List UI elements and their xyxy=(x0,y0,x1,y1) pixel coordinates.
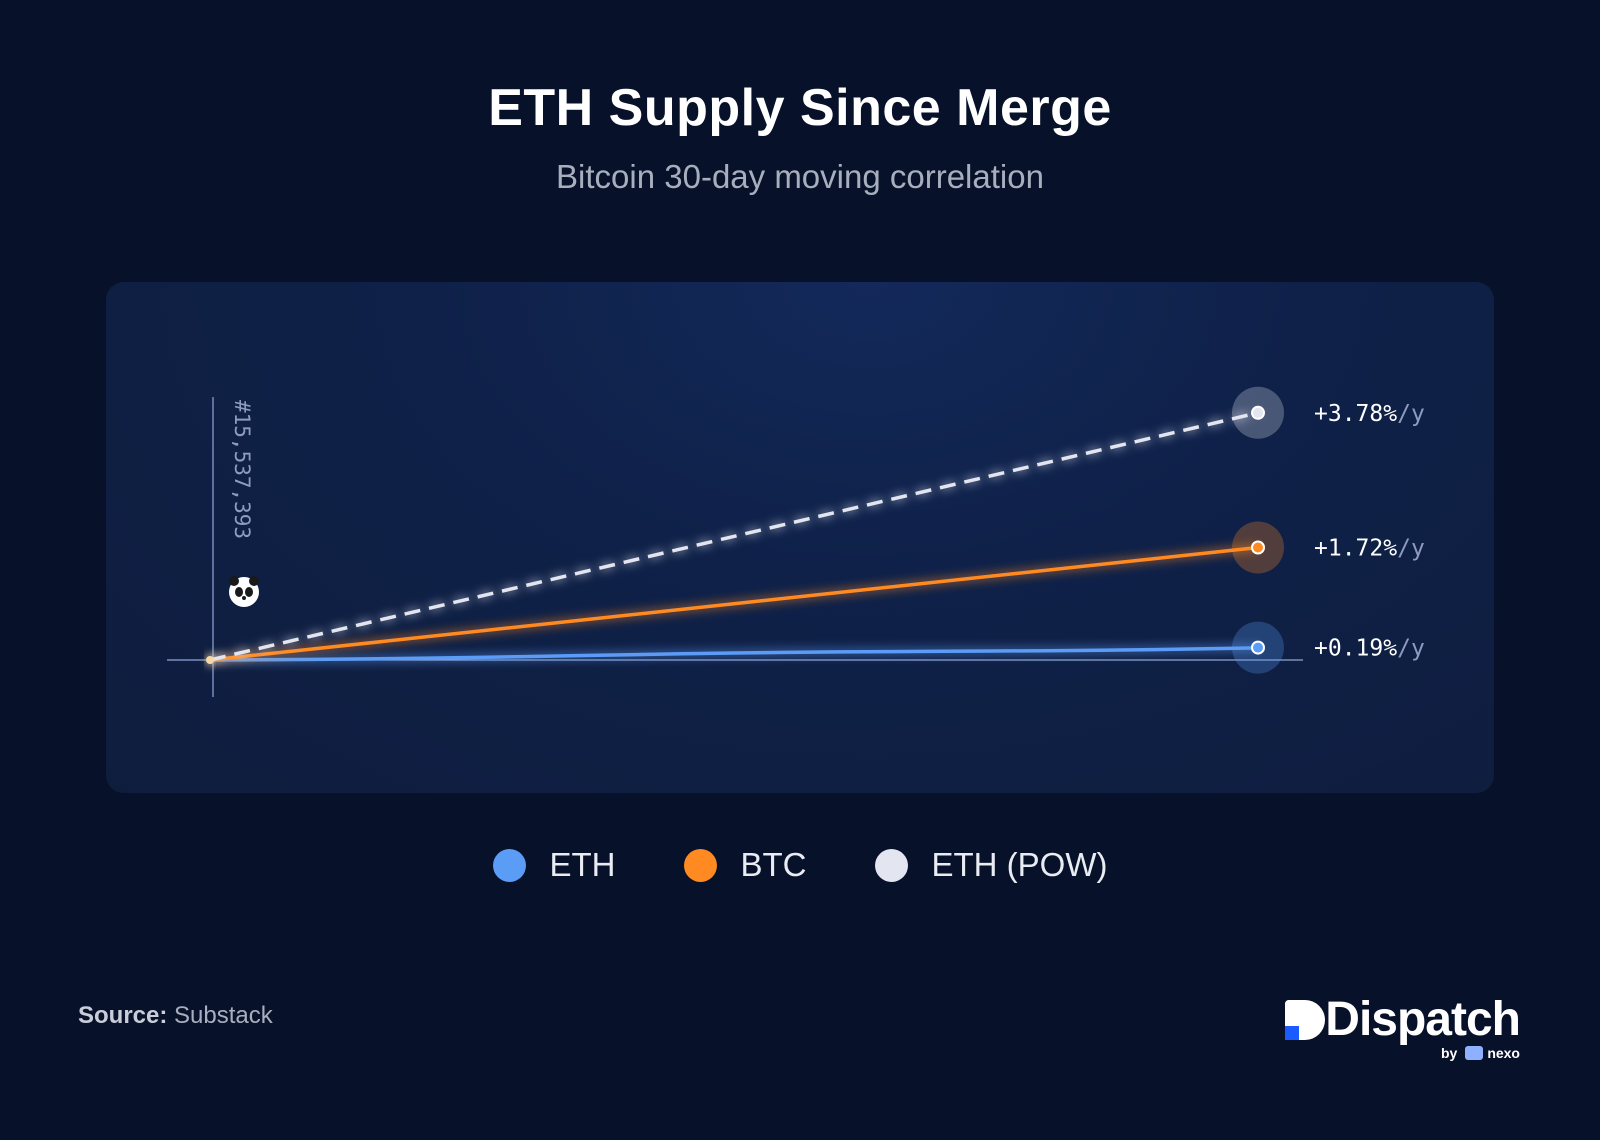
legend-label-btc: BTC xyxy=(740,846,807,883)
source-prefix: Source: xyxy=(78,1002,168,1029)
legend-item-eth-pow: ETH (POW) xyxy=(874,846,1108,884)
series-end-label-btc: +1.72%/y xyxy=(1314,536,1425,562)
legend-swatch-btc xyxy=(683,848,717,882)
legend-swatch-eth xyxy=(492,848,526,882)
start-marker-label: #15,537,393 xyxy=(230,400,254,539)
byline-by: by xyxy=(1440,1045,1458,1061)
nexo-byline: by nexo xyxy=(1441,1045,1520,1061)
source-note: Source: Substack xyxy=(78,1002,273,1030)
panda-icon xyxy=(229,576,259,607)
chart-legend: ETH BTC ETH (POW) xyxy=(0,846,1600,884)
series-end-label-eth-pow: +3.78%/y xyxy=(1314,401,1425,427)
legend-label-eth: ETH xyxy=(549,846,616,883)
series-end-point-eth-pow xyxy=(1251,405,1265,420)
dispatch-logo-mark-icon xyxy=(1285,1000,1325,1040)
series-line-btc xyxy=(209,545,1259,662)
byline-partner: nexo xyxy=(1487,1045,1520,1061)
series-line-eth-pow xyxy=(209,411,1259,662)
legend-swatch-eth-pow xyxy=(874,848,908,882)
origin-point xyxy=(206,656,214,664)
legend-label-eth-pow: ETH (POW) xyxy=(931,846,1108,883)
chart-panel xyxy=(106,282,1494,793)
dispatch-wordmark: Dispatch xyxy=(1325,993,1521,1046)
series-end-label-eth: +0.19%/y xyxy=(1314,636,1425,662)
chart-title: ETH Supply Since Merge xyxy=(488,79,1112,137)
source-name: Substack xyxy=(174,1002,273,1029)
nexo-logo-icon xyxy=(1465,1046,1484,1060)
series-line-eth xyxy=(209,646,1259,662)
legend-item-eth: ETH xyxy=(492,846,616,884)
legend-item-btc: BTC xyxy=(683,846,807,884)
chart-subtitle: Bitcoin 30-day moving correlation xyxy=(556,158,1044,195)
dispatch-logo: Dispatch by nexo xyxy=(1280,992,1521,1064)
series-end-point-btc xyxy=(1251,540,1265,555)
series-end-point-eth xyxy=(1251,640,1265,655)
